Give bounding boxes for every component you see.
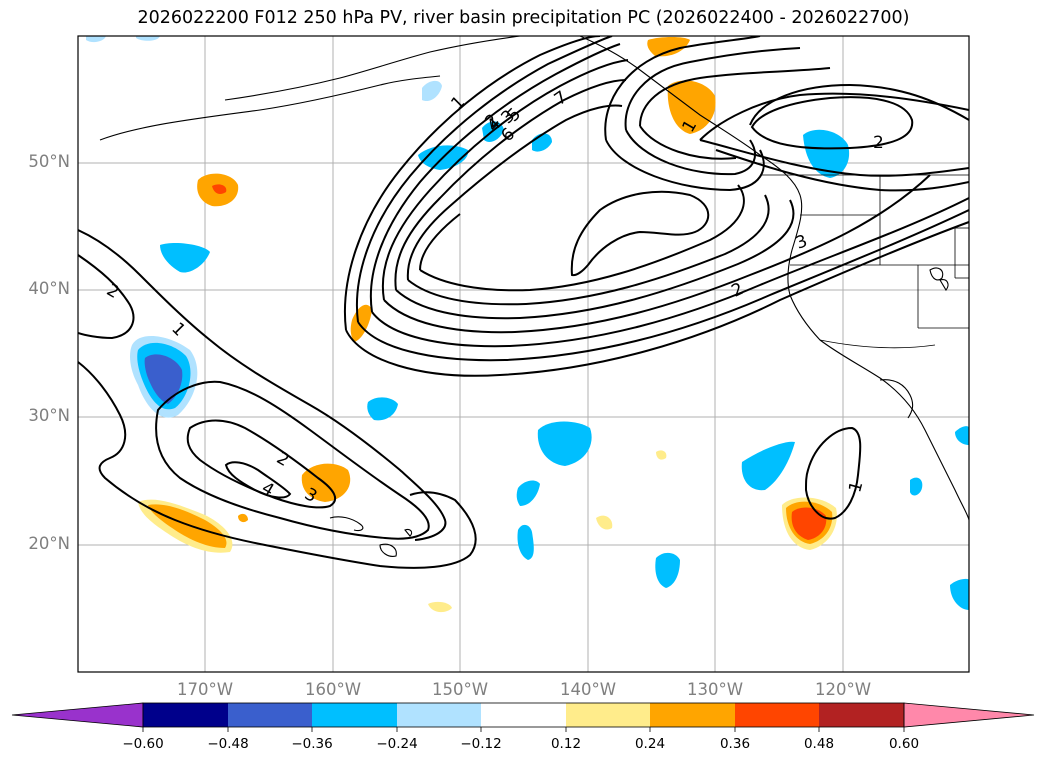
precip-negative-blob (950, 578, 969, 610)
contour-label: 1 (845, 479, 867, 495)
colorbar-tick-label: −0.12 (460, 736, 502, 752)
colorbar-extend-high (903, 702, 1035, 728)
colorbar-tick-label: −0.48 (207, 736, 249, 752)
lon-label: 160°W (304, 680, 362, 699)
precip-negative-blob (537, 421, 592, 466)
colorbar-tick-label: 0.24 (634, 736, 666, 752)
precip-negative-blob (955, 426, 969, 445)
precip-negative-blob (136, 36, 160, 41)
colorbar-segment (312, 703, 397, 727)
precip-negative-blob (422, 80, 442, 102)
lon-label: 150°W (431, 680, 489, 699)
colorbar-segment (819, 703, 904, 727)
precip-positive-blob (301, 463, 351, 502)
colorbar-segment (566, 703, 650, 727)
precip-negative-blob (910, 477, 923, 496)
colorbar (11, 702, 1035, 732)
colorbar-tick-label: 0.36 (719, 736, 751, 752)
precip-negative-blob (516, 480, 540, 506)
precip-negative-blob (160, 242, 210, 273)
precip-positive-blob (350, 304, 372, 342)
map-title: 2026022200 F012 250 hPa PV, river basin … (137, 8, 910, 28)
precip-negative-blob (517, 524, 534, 560)
precip-negative-blob (803, 129, 850, 178)
lon-label: 120°W (814, 680, 872, 699)
colorbar-tick-label: 0.60 (888, 736, 920, 752)
lat-label: 30°N (28, 406, 70, 425)
colorbar-tick-label: 0.48 (803, 736, 835, 752)
precip-positive-blob (647, 37, 690, 57)
precip-positive-blob (238, 513, 248, 523)
contour-label: 2 (873, 133, 884, 153)
precip-positive-blob (596, 515, 613, 530)
colorbar-tick-label: −0.36 (291, 736, 333, 752)
lon-label: 170°W (176, 680, 234, 699)
colorbar-segment (397, 703, 481, 727)
precip-positive-blob (667, 80, 716, 134)
colorbar-segment (228, 703, 312, 727)
colorbar-extend-low (11, 702, 144, 728)
precip-negative-blob (741, 441, 795, 491)
colorbar-tick-label: −0.24 (376, 736, 418, 752)
precip-negative-blob (144, 354, 183, 404)
plot-frame (77, 35, 970, 673)
lat-label: 50°N (28, 152, 70, 171)
precip-positive-blob (791, 507, 827, 540)
colorbar-segment (143, 703, 228, 727)
precip-negative-blob (86, 36, 106, 43)
precip-negative-blob (367, 397, 398, 421)
lon-label: 140°W (559, 680, 617, 699)
precip-positive-blob (656, 450, 667, 460)
colorbar-segment (735, 703, 819, 727)
precip-positive-blob (148, 504, 227, 548)
pv-contours (78, 36, 969, 569)
plot-area (78, 36, 969, 672)
colorbar-segment (481, 703, 566, 727)
precip-negative-blob (655, 552, 680, 588)
colorbar-tick-label: 0.12 (550, 736, 582, 752)
lat-label: 20°N (28, 534, 70, 553)
coastlines (99, 36, 969, 557)
precip-positive-blob (428, 601, 452, 613)
lon-label: 130°W (686, 680, 744, 699)
colorbar-segment (650, 703, 735, 727)
precip-positive-blob (212, 184, 227, 194)
lat-label: 40°N (28, 279, 70, 298)
colorbar-tick-label: −0.60 (122, 736, 164, 752)
